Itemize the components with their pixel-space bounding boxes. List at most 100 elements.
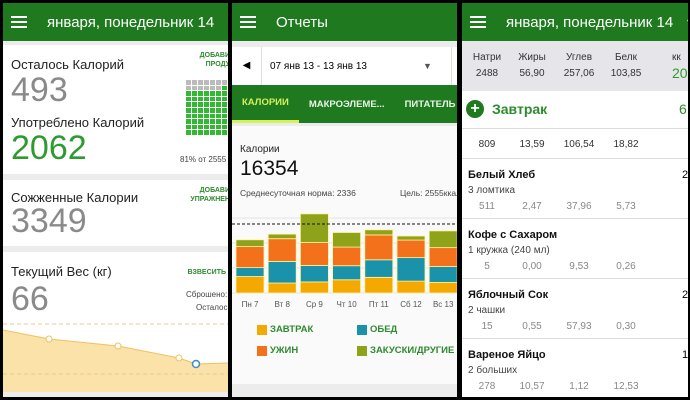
x-tick-label: Пт 11	[369, 300, 389, 309]
progress-cell	[204, 102, 209, 107]
x-tick-label: Вт 8	[274, 300, 290, 309]
progress-cell	[216, 130, 221, 135]
progress-cell	[186, 96, 191, 102]
progress-cell	[222, 102, 227, 107]
bar-segment	[267, 282, 297, 294]
bar-segment	[300, 265, 329, 283]
progress-cell	[204, 113, 209, 119]
dropdown-icon[interactable]: ▼	[226, 17, 228, 27]
progress-cell	[186, 130, 191, 135]
progress-cell	[192, 113, 197, 119]
prev-arrow-icon[interactable]: ◀	[232, 47, 262, 85]
progress-cell	[186, 85, 191, 91]
progress-cell	[198, 124, 203, 130]
date-range-selector[interactable]: ◀ 07 янв 13 - 13 янв 13 ▼	[232, 47, 457, 85]
bar-segment	[364, 276, 394, 294]
progress-cell	[210, 113, 215, 119]
progress-cell	[192, 91, 197, 96]
bar-segment	[235, 276, 265, 294]
progress-cell	[198, 91, 203, 96]
add-food-button[interactable]: ДОБАВИ ПРОДУ	[199, 52, 228, 68]
x-tick-label: Вс 13	[433, 300, 454, 309]
burned-value: 3349	[11, 202, 87, 240]
progress-cell	[216, 124, 221, 130]
add-exercise-button[interactable]: ДОБАВИ УПРАЖНЕН	[190, 187, 228, 203]
food-item[interactable]: Яблочный Сок 2 чашки 2 15 0,55 57,93 0,30	[462, 279, 688, 339]
bar-segment	[267, 238, 297, 262]
date-title[interactable]: января, понедельник 14	[47, 13, 215, 31]
progress-cell	[186, 80, 191, 85]
left-text: Осталось	[196, 303, 228, 312]
bar-segment	[396, 280, 426, 294]
legend-dinner: УЖИН	[257, 345, 298, 356]
progress-cell	[186, 119, 191, 124]
remaining-value: 493	[11, 71, 68, 109]
progress-cell	[186, 102, 191, 107]
progress-cell	[222, 91, 227, 96]
progress-cell	[204, 124, 209, 130]
weight-point	[45, 335, 53, 343]
progress-cell	[222, 85, 227, 91]
value: 106,54	[563, 139, 595, 150]
progress-cell	[198, 119, 203, 124]
progress-cell	[210, 124, 215, 130]
legend-swatch	[357, 345, 367, 356]
progress-cell	[216, 102, 221, 107]
tab-nutrients[interactable]: ПИТАТЕЛЬ	[404, 98, 456, 110]
goal-text: Цель: 2555ккал	[400, 188, 457, 198]
bar-segment	[332, 246, 361, 267]
progress-cell	[186, 113, 191, 119]
weight-value: 66	[11, 280, 49, 318]
value: 37,96	[566, 201, 592, 212]
food-name: Кофе с Сахаром	[468, 229, 558, 241]
menu-icon[interactable]	[11, 16, 27, 28]
bar-segment	[300, 213, 329, 243]
add-icon[interactable]: +	[466, 100, 484, 118]
progress-text: 81% от 2555	[180, 155, 227, 164]
date-title[interactable]: января, понедельник 14	[506, 13, 674, 31]
bar-segment	[267, 261, 297, 284]
col-fat: Жиры 56,90	[507, 52, 557, 79]
food-quantity: 2 чашки	[468, 305, 506, 316]
legend-swatch	[257, 345, 267, 356]
progress-cell	[216, 119, 221, 124]
food-quantity: 2 больших	[468, 365, 518, 376]
value: 2,47	[522, 201, 542, 212]
dashboard-screen: января, понедельник 14 ▼ Осталось Калори…	[3, 3, 228, 397]
progress-cell	[204, 96, 209, 102]
value: 0,00	[522, 261, 542, 272]
progress-cell	[210, 80, 215, 85]
calories-label: Калории	[240, 144, 280, 155]
dropdown-icon[interactable]: ▼	[685, 17, 688, 27]
progress-cell	[204, 91, 209, 96]
bar-segment	[332, 265, 361, 281]
tab-macros[interactable]: МАКРОЭЛЕМЕ...	[308, 98, 385, 110]
progress-cell	[192, 80, 197, 85]
tab-calories[interactable]: КАЛОРИИ	[232, 85, 299, 123]
col-protein: Белк 103,85	[601, 52, 651, 79]
weight-label: Текущий Вес (кг)	[11, 264, 112, 279]
progress-cell	[216, 85, 221, 91]
bar-segment	[428, 230, 457, 249]
menu-icon[interactable]	[240, 16, 256, 28]
meal-header-breakfast[interactable]: + Завтрак 6	[462, 91, 688, 129]
food-item[interactable]: Вареное Яйцо 2 больших 1 278 10,57 1,12 12,…	[462, 339, 688, 397]
average-text: Среднесуточная норма: 2336	[240, 188, 356, 198]
legend-lunch: ОБЕД	[357, 324, 397, 335]
progress-cell	[216, 107, 221, 113]
food-item[interactable]: Кофе с Сахаром 1 кружка (240 мл) 5 0,00 9,…	[462, 219, 688, 279]
progress-cell	[192, 96, 197, 102]
menu-icon[interactable]	[470, 16, 486, 28]
col-label: кк	[672, 52, 681, 63]
progress-cell	[192, 85, 197, 91]
legend-label: ЗАКУСКИ/ДРУГИЕ	[370, 345, 455, 356]
date-range[interactable]: 07 янв 13 - 13 янв 13	[270, 60, 367, 72]
weigh-button[interactable]: ВЗВЕСИТЬ	[187, 269, 226, 276]
progress-cell	[222, 80, 227, 85]
dropdown-icon[interactable]: ▼	[423, 61, 432, 71]
value: 12,53	[613, 381, 639, 392]
col-value: 20	[672, 65, 688, 81]
meal-totals: 809 13,59 106,54 18,82	[462, 129, 688, 159]
food-name: Белый Хлеб	[468, 169, 536, 181]
food-item[interactable]: Белый Хлеб 3 ломтика 2 511 2,47 37,96 5,73	[462, 159, 688, 219]
